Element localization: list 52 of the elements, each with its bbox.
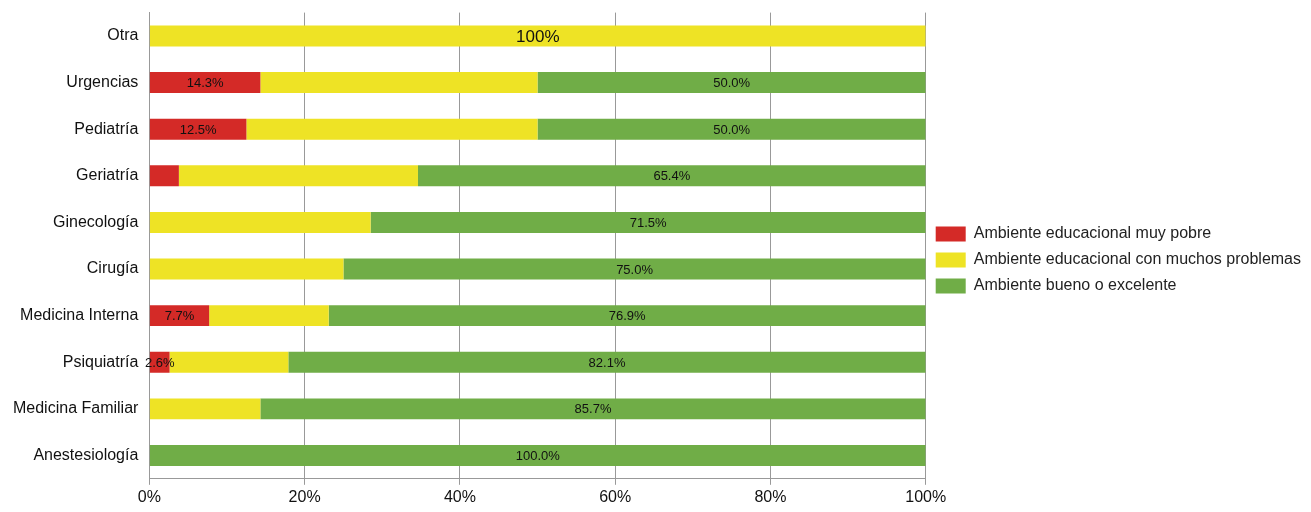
bar <box>260 72 538 94</box>
bar <box>417 165 926 187</box>
data-label: 50.0% <box>713 121 751 137</box>
bar <box>328 305 926 327</box>
data-label: 12.5% <box>179 121 217 137</box>
bar <box>149 258 344 280</box>
y-tick-label: Cirugía <box>86 259 139 277</box>
y-tick-label: Ginecología <box>52 212 139 230</box>
x-tick-label: 80% <box>754 487 787 505</box>
bar <box>149 165 179 187</box>
data-label: 100.0% <box>515 448 561 464</box>
y-tick-label: Geriatría <box>76 166 139 184</box>
bar <box>537 72 926 94</box>
data-label: 76.9% <box>608 308 647 324</box>
y-tick-label: Urgencias <box>66 72 139 90</box>
bar <box>149 445 926 466</box>
data-label: 50.0% <box>713 75 751 91</box>
y-tick-label: Pediatría <box>74 119 139 137</box>
x-tick-label: 20% <box>288 487 321 505</box>
data-label: 65.4% <box>653 168 691 184</box>
bar <box>149 118 247 140</box>
bar <box>149 211 371 233</box>
y-tick-label: Medicina Interna <box>20 306 139 324</box>
data-label: 82.1% <box>588 354 626 370</box>
x-tick-label: 100% <box>905 487 947 505</box>
data-label: 71.5% <box>629 214 668 230</box>
bar <box>246 118 538 140</box>
bar <box>343 258 926 280</box>
data-label: 75.0% <box>616 261 654 277</box>
y-tick-label: Psiquiatría <box>62 352 139 370</box>
bar <box>260 398 926 420</box>
data-label: 7.7% <box>164 308 195 324</box>
y-tick-label: Medicina Familiar <box>12 399 140 417</box>
bar <box>149 72 261 94</box>
x-tick-label: 40% <box>443 487 476 505</box>
data-label: 100% <box>516 26 560 46</box>
data-label: 14.3% <box>186 75 224 91</box>
x-tick-label: 60% <box>599 487 632 505</box>
x-tick-label: 0% <box>137 487 161 505</box>
bar <box>209 305 329 327</box>
data-label: 85.7% <box>574 401 612 417</box>
bar <box>370 211 926 233</box>
y-tick-label: Otra <box>107 26 139 44</box>
legend-label: Ambiente educacional con muchos problemas <box>973 250 1301 268</box>
bar <box>149 398 261 420</box>
y-tick-label: Anestesiología <box>33 445 139 463</box>
legend-label: Ambiente educacional muy pobre <box>973 224 1212 242</box>
bar <box>149 25 926 47</box>
bar <box>178 165 418 187</box>
bar <box>537 118 926 140</box>
bar <box>288 351 926 373</box>
legend-label: Ambiente bueno o excelente <box>973 276 1177 294</box>
